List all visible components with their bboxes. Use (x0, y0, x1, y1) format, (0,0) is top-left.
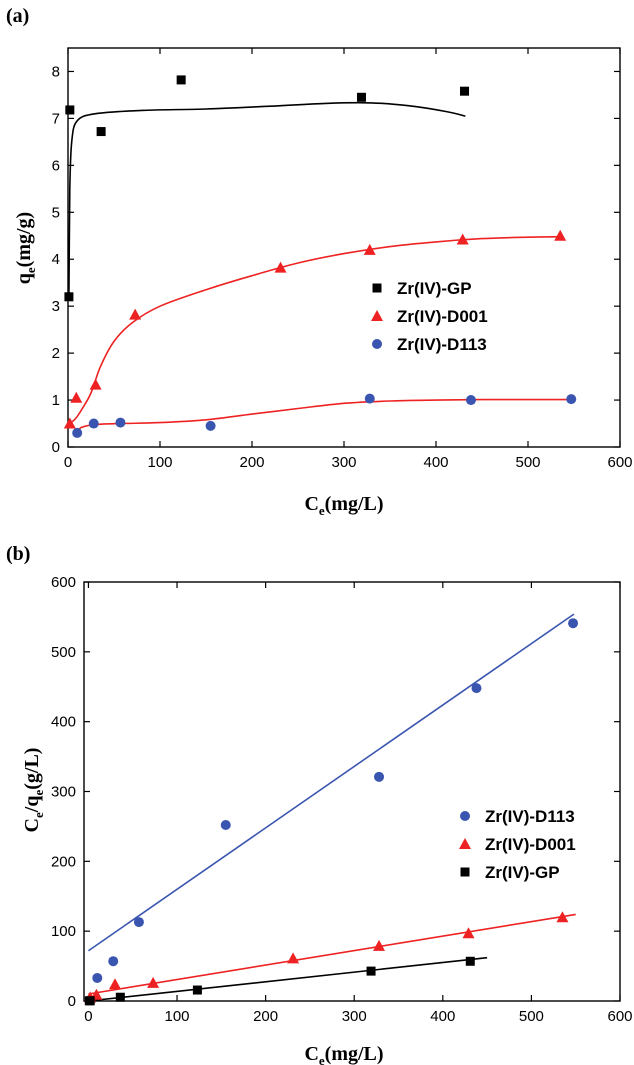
data-point-circle (133, 917, 144, 928)
chart-b: 0 100 200 300 400 500 600 0 100 200 300 400 500 600 Ce… (21, 574, 633, 1065)
legend-label: Zr(IV)-D113 (397, 335, 487, 354)
x-tick-label: 500 (515, 454, 540, 471)
data-point-triangle (554, 229, 567, 241)
data-point-triangle (129, 308, 142, 320)
data-point-square (465, 956, 475, 966)
y-tick-label: 6 (52, 157, 60, 174)
x-tick-label: 300 (342, 1008, 367, 1025)
legend-label: Zr(IV)-D113 (485, 807, 575, 826)
data-point-circle (471, 683, 482, 694)
x-tick-label: 600 (607, 1008, 632, 1025)
legend-marker-square (372, 283, 382, 293)
y-tick-label: 8 (52, 63, 60, 80)
chart-a: 0 100 200 300 400 500 600 0 1 2 3 4 5 6 7 8 Ce(mg/L) qe(m… (13, 47, 633, 518)
fit-line-triangle (88, 913, 576, 995)
data-point-square (115, 992, 125, 1002)
y-tick-label: 300 (51, 784, 76, 801)
legend-marker-circle (460, 811, 470, 821)
data-point-triangle (89, 378, 102, 390)
plot-frame (67, 47, 621, 448)
y-tick-label: 1 (52, 392, 60, 409)
data-point-square (176, 75, 186, 85)
y-tick-label: 7 (52, 110, 60, 127)
data-point-square (65, 105, 75, 115)
legend-marker-triangle (459, 838, 471, 849)
data-point-square (460, 86, 470, 96)
legend-marker-square (460, 867, 470, 877)
legend-marker-circle (372, 339, 382, 349)
x-tick-label: 100 (165, 1008, 190, 1025)
data-point-square (366, 966, 376, 976)
y-axis-title: Ce/qe(g/L) (21, 748, 46, 833)
y-tick-label: 400 (51, 714, 76, 731)
fit-line-square (68, 101, 466, 297)
data-point-circle (465, 395, 476, 406)
data-point-circle (88, 418, 99, 429)
data-point-circle (220, 820, 231, 831)
x-tick-label: 200 (239, 454, 264, 471)
data-point-circle (566, 394, 577, 405)
data-point-circle (364, 393, 375, 404)
data-point-triangle (147, 976, 160, 988)
x-tick-label: 400 (423, 454, 448, 471)
x-tick-label: 0 (84, 1008, 92, 1025)
data-point-square (85, 996, 95, 1006)
x-tick-label: 600 (607, 454, 632, 471)
data-point-square (192, 985, 202, 995)
y-axis-title: qe(mg/g) (13, 212, 38, 284)
y-tick-label: 5 (52, 204, 60, 221)
data-point-triangle (274, 261, 287, 273)
panel-b-label: (b) (6, 543, 30, 565)
data-point-square (96, 127, 106, 137)
legend-label: Zr(IV)-D001 (485, 835, 576, 854)
x-tick-label: 300 (331, 454, 356, 471)
data-point-circle (92, 972, 103, 983)
legend-label: Zr(IV)-GP (397, 279, 472, 298)
data-point-circle (108, 956, 119, 967)
x-tick-label: 100 (147, 454, 172, 471)
y-tick-label: 600 (51, 574, 76, 591)
x-axis-title: Ce(mg/L) (304, 1043, 383, 1065)
data-point-circle (568, 618, 579, 629)
data-point-triangle (63, 417, 76, 429)
fit-line-triangle (69, 235, 563, 425)
fit-line-circle (87, 613, 575, 952)
y-tick-label: 500 (51, 644, 76, 661)
y-tick-label: 200 (51, 853, 76, 870)
x-tick-label: 200 (253, 1008, 278, 1025)
legend-marker-triangle (371, 310, 383, 321)
legend-label: Zr(IV)-GP (485, 863, 560, 882)
fit-line-circle (74, 398, 572, 434)
data-point-circle (374, 771, 385, 782)
data-point-triangle (363, 243, 376, 255)
data-point-circle (115, 417, 126, 428)
panel-a-label: (a) (6, 5, 29, 27)
data-point-triangle (373, 939, 386, 951)
legend-label: Zr(IV)-D001 (397, 307, 488, 326)
y-tick-label: 2 (52, 345, 60, 362)
data-point-triangle (109, 978, 122, 990)
data-point-circle (205, 420, 216, 431)
y-tick-label: 0 (68, 993, 76, 1010)
x-tick-label: 0 (64, 454, 72, 471)
fit-line-square (88, 956, 488, 1002)
data-point-triangle (287, 952, 300, 964)
x-tick-label: 400 (430, 1008, 455, 1025)
y-tick-label: 0 (52, 439, 60, 456)
data-point-square (356, 92, 366, 102)
x-axis-title: Ce(mg/L) (304, 493, 383, 518)
plot-frame (83, 581, 621, 1002)
y-tick-label: 4 (52, 251, 60, 268)
data-point-circle (72, 427, 83, 438)
data-point-square (64, 292, 74, 302)
data-point-triangle (556, 911, 569, 923)
data-point-triangle (456, 233, 469, 245)
data-point-triangle (70, 391, 83, 403)
x-tick-label: 500 (519, 1008, 544, 1025)
data-point-triangle (462, 927, 475, 939)
y-tick-label: 100 (51, 923, 76, 940)
y-tick-label: 3 (52, 298, 60, 315)
